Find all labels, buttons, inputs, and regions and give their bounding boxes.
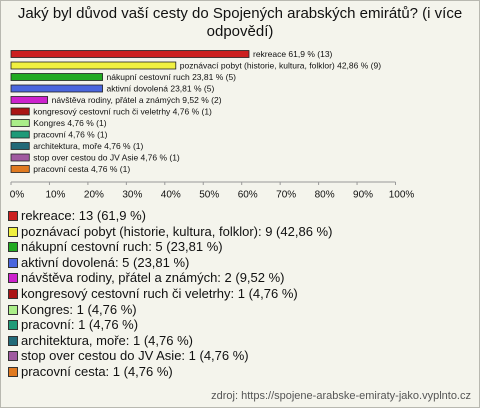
bar	[10, 96, 49, 104]
bar	[10, 130, 30, 139]
bar-label: návštěva rodiny, přátel a známých 9,52 %…	[52, 95, 222, 105]
legend-item: stop over cestou do JV Asie: 1 (4,76 %)	[7, 348, 475, 364]
legend-item: nákupní cestovní ruch: 5 (23,81 %)	[7, 239, 475, 255]
legend-label: pracovní: 1 (4,76 %)	[21, 317, 139, 333]
bar-label: stop over cestou do JV Asie 4,76 % (1)	[33, 152, 180, 162]
legend-item: rekreace: 13 (61,9 %)	[7, 208, 475, 224]
source: zdroj: https://spojene-arabske-emiraty-j…	[211, 390, 471, 402]
x-tick-label: 10%	[45, 190, 65, 201]
bar	[10, 107, 30, 116]
legend-item: kongresový cestovní ruch či veletrhy: 1 …	[7, 286, 475, 302]
legend-label: poznávací pobyt (historie, kultura, folk…	[21, 223, 333, 239]
legend-swatch	[8, 320, 18, 331]
legend-item: architektura, moře: 1 (4,76 %)	[7, 333, 475, 349]
legend-swatch	[8, 257, 18, 268]
bar-label: aktivní dovolená 23,81 % (5)	[107, 83, 215, 93]
legend-label: kongresový cestovní ruch či veletrhy: 1 …	[21, 285, 298, 301]
x-tick-label: 20%	[84, 190, 104, 201]
bar	[10, 153, 30, 162]
legend-swatch	[8, 366, 18, 377]
x-tick-label: 0%	[10, 190, 25, 201]
bar-label: rekreace 61,9 % (13)	[253, 49, 333, 59]
bar-label: architektura, moře 4,76 % (1)	[33, 141, 143, 151]
bar	[10, 165, 30, 173]
legend-swatch	[8, 335, 18, 346]
bar-label: Kongres 4,76 % (1)	[33, 118, 106, 128]
x-tick-label: 70%	[276, 190, 296, 201]
bar-label: nákupní cestovní ruch 23,81 % (5)	[107, 72, 237, 82]
legend-swatch	[8, 226, 18, 237]
legend-label: aktivní dovolená: 5 (23,81 %)	[21, 254, 190, 270]
x-tick-label: 60%	[238, 190, 258, 201]
legend-swatch	[8, 351, 18, 362]
x-tick-label: 90%	[353, 190, 373, 201]
bar-label: pracovní cesta 4,76 % (1)	[33, 164, 130, 174]
legend-item: pracovní: 1 (4,76 %)	[7, 317, 475, 333]
legend-item: poznávací pobyt (historie, kultura, folk…	[7, 224, 475, 240]
chart: rekreace 61,9 % (13)poznávací pobyt (his…	[10, 49, 415, 201]
bar	[10, 142, 30, 150]
bar-label: kongresový cestovní ruch či veletrhy 4,7…	[33, 106, 212, 116]
legend-item: návštěva rodiny, přátel a známých: 2 (9,…	[7, 270, 475, 286]
bar-label: poznávací pobyt (historie, kultura, folk…	[180, 60, 381, 70]
legend-label: Kongres: 1 (4,76 %)	[21, 301, 137, 317]
legend-label: návštěva rodiny, přátel a známých: 2 (9,…	[21, 270, 285, 286]
legend-swatch	[8, 273, 18, 284]
legend-swatch	[8, 242, 18, 253]
bar	[10, 73, 103, 81]
x-tick-label: 40%	[161, 190, 181, 201]
bar	[10, 61, 177, 70]
legend-label: stop over cestou do JV Asie: 1 (4,76 %)	[21, 348, 249, 364]
legend-label: pracovní cesta: 1 (4,76 %)	[21, 363, 173, 379]
legend-label: rekreace: 13 (61,9 %)	[21, 208, 147, 223]
x-tick-label: 50%	[199, 190, 219, 201]
x-tick-label: 100%	[389, 190, 415, 201]
legend-label: architektura, moře: 1 (4,76 %)	[21, 332, 193, 348]
legend: rekreace: 13 (61,9 %) poznávací pobyt (hi…	[7, 208, 475, 380]
chart-title: Jaký byl důvod vaší cesty do Spojených a…	[17, 5, 463, 40]
legend-swatch	[8, 304, 18, 315]
legend-swatch	[8, 211, 18, 221]
bar	[10, 84, 103, 93]
bar-label: pracovní 4,76 % (1)	[33, 129, 107, 139]
bar	[10, 50, 250, 58]
legend-item: aktivní dovolená: 5 (23,81 %)	[7, 255, 475, 271]
x-tick-label: 80%	[315, 190, 335, 201]
x-tick-label: 30%	[122, 190, 142, 201]
legend-label: nákupní cestovní ruch: 5 (23,81 %)	[21, 239, 223, 255]
legend-swatch	[8, 288, 18, 299]
bar	[10, 119, 30, 127]
legend-item: pracovní cesta: 1 (4,76 %)	[7, 364, 475, 380]
legend-item: Kongres: 1 (4,76 %)	[7, 302, 475, 318]
